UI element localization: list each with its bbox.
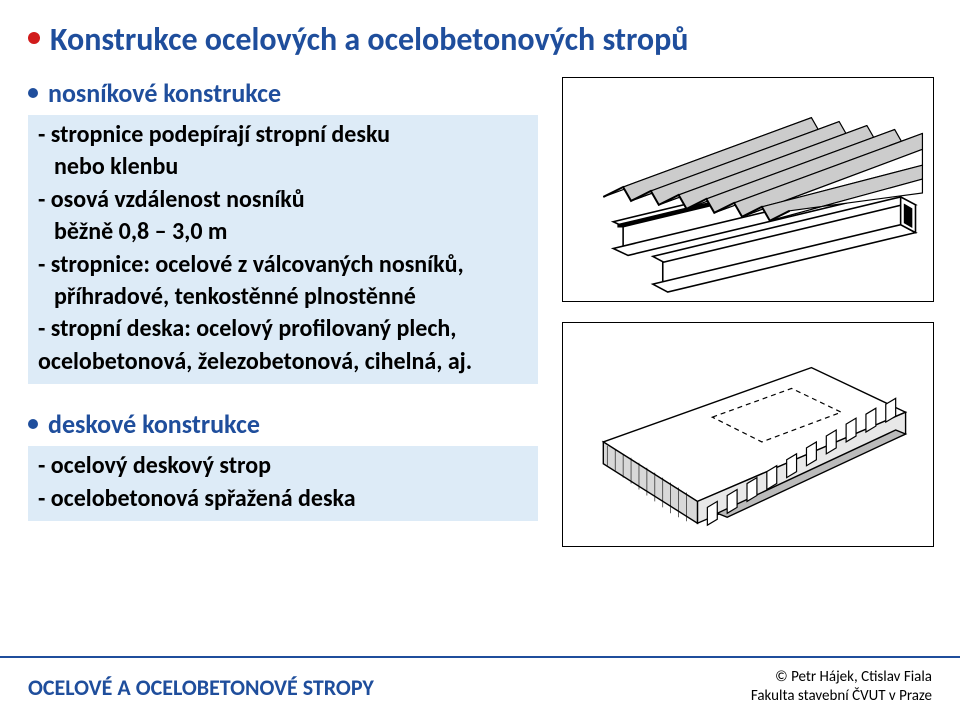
sub-heading-row: deskové konstrukce	[28, 408, 538, 440]
slide-page: Konstrukce ocelových a ocelobetonových s…	[0, 0, 960, 716]
detail-line: běžně 0,8 – 3,0 m	[38, 216, 528, 248]
detail-block-highlight: - ocelový deskový strop - ocelobetonová …	[28, 446, 538, 521]
sub-heading-text: deskové konstrukce	[48, 408, 260, 440]
footer-right: © Petr Hájek, Ctislav Fiala Fakulta stav…	[751, 668, 932, 706]
detail-line: ocelobetonová, železobetonová, cihelná, …	[38, 346, 528, 378]
sub-heading-row: nosníkové konstrukce	[28, 77, 538, 109]
composite-slab-svg	[563, 323, 933, 546]
deck-on-beams-svg	[563, 78, 933, 301]
bullet-icon	[28, 419, 38, 429]
bullet-icon	[28, 32, 40, 44]
section-nosnikove: nosníkové konstrukce - stropnice podepír…	[28, 77, 538, 384]
detail-line: - stropnice podepírají stropní desku	[38, 119, 528, 151]
detail-block-highlight: - stropnice podepírají stropní desku neb…	[28, 115, 538, 384]
detail-line: - ocelobetonová spřažená deska	[38, 483, 528, 515]
page-title: Konstrukce ocelových a ocelobetonových s…	[50, 20, 688, 59]
footer-affiliation: Fakulta stavební ČVUT v Praze	[751, 687, 932, 706]
sub-heading-text: nosníkové konstrukce	[48, 77, 281, 109]
title-row: Konstrukce ocelových a ocelobetonových s…	[28, 20, 932, 59]
footer-copyright: © Petr Hájek, Ctislav Fiala	[751, 668, 932, 687]
section-deskove: deskové konstrukce - ocelový deskový str…	[28, 408, 538, 521]
detail-line: příhradové, tenkostěnné plnostěnné	[38, 281, 528, 313]
footer-left-text: OCELOVÉ A OCELOBETONOVÉ STROPY	[28, 674, 374, 701]
figure-deck-on-beams	[562, 77, 934, 302]
content-row: nosníkové konstrukce - stropnice podepír…	[28, 77, 932, 547]
detail-line: - osová vzdálenost nosníků	[38, 184, 528, 216]
left-column: nosníkové konstrukce - stropnice podepír…	[28, 77, 538, 545]
detail-line: - ocelový deskový strop	[38, 450, 528, 482]
detail-line: - stropní deska: ocelový profilovaný ple…	[38, 313, 528, 345]
footer: OCELOVÉ A OCELOBETONOVÉ STROPY © Petr Há…	[0, 656, 960, 716]
figure-composite-slab	[562, 322, 934, 547]
detail-line: nebo klenbu	[38, 151, 528, 183]
bullet-icon	[28, 88, 38, 98]
detail-line: - stropnice: ocelové z válcovaných nosní…	[38, 249, 528, 281]
right-column	[562, 77, 934, 547]
